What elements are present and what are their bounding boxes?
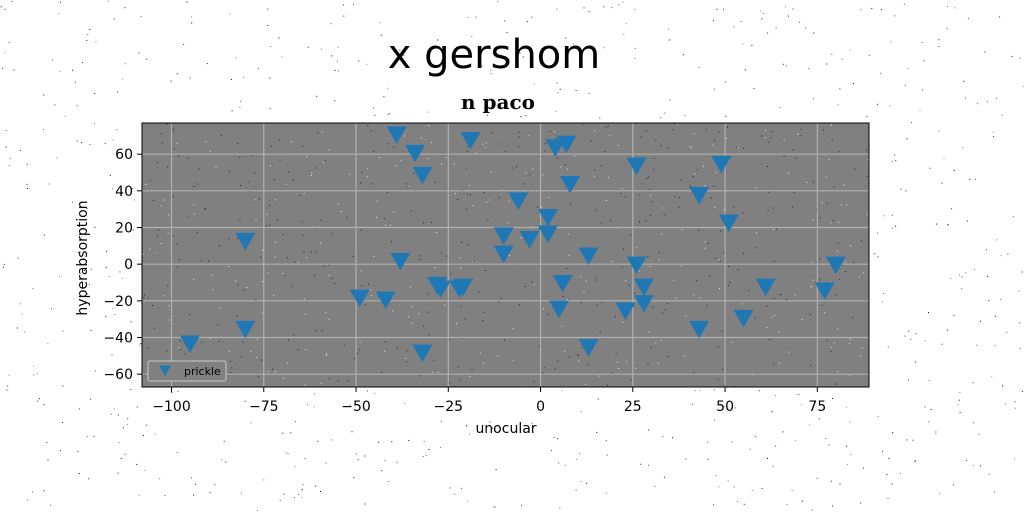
data-point xyxy=(556,135,577,154)
data-point xyxy=(545,139,566,157)
x-tick-label: −25 xyxy=(434,399,464,415)
data-point xyxy=(718,214,739,232)
data-point xyxy=(755,278,776,297)
data-point xyxy=(493,227,514,245)
y-axis-ticks: −60 −40 −20 0 20 40 60 xyxy=(103,147,142,383)
data-points xyxy=(179,126,846,363)
grid-lines xyxy=(142,123,869,387)
data-point xyxy=(235,320,256,339)
data-point xyxy=(537,225,558,243)
x-tick-label: 75 xyxy=(808,399,826,415)
data-point xyxy=(508,192,529,210)
data-point xyxy=(814,282,835,300)
data-point xyxy=(549,300,570,319)
x-tick-label: 25 xyxy=(624,399,642,415)
data-point xyxy=(626,157,647,176)
data-point xyxy=(412,344,433,363)
legend-marker-triangle-icon xyxy=(159,365,171,376)
data-point xyxy=(825,256,846,275)
data-point xyxy=(633,278,654,297)
plot-frame xyxy=(141,122,870,388)
data-point xyxy=(560,176,581,194)
y-tick-label: 0 xyxy=(124,257,133,273)
data-point xyxy=(578,339,599,357)
data-point xyxy=(552,275,573,293)
x-tick-label: −75 xyxy=(249,399,279,415)
chart-title: n paco xyxy=(461,90,535,114)
figure-suptitle: x gershom xyxy=(388,32,600,78)
data-point xyxy=(390,253,411,271)
x-tick-label: −50 xyxy=(341,399,371,415)
data-point xyxy=(626,256,647,275)
data-point xyxy=(386,126,407,144)
legend-entry-label: prickle xyxy=(184,365,221,378)
data-point xyxy=(689,187,710,205)
data-point xyxy=(615,302,636,320)
x-axis-ticks: −100 −75 −50 −25 0 25 50 75 xyxy=(152,387,826,415)
y-tick-label: −20 xyxy=(103,294,133,310)
data-point xyxy=(349,289,370,308)
y-tick-label: −40 xyxy=(103,331,133,347)
data-point xyxy=(578,247,599,265)
data-point xyxy=(633,295,654,313)
data-point xyxy=(375,291,396,309)
data-point xyxy=(493,245,514,264)
data-point xyxy=(733,309,754,328)
data-point xyxy=(430,280,451,298)
data-point xyxy=(453,278,474,297)
data-point xyxy=(460,132,481,150)
x-tick-label: 50 xyxy=(716,399,734,415)
data-point xyxy=(405,144,426,163)
legend: prickle xyxy=(147,360,227,382)
y-axis-label: hyperabsorption xyxy=(75,200,91,315)
data-point xyxy=(711,155,732,174)
y-tick-label: −60 xyxy=(103,367,133,383)
data-point xyxy=(235,232,256,251)
x-tick-label: 0 xyxy=(536,399,545,415)
x-tick-label: −100 xyxy=(152,399,190,415)
y-tick-label: 20 xyxy=(115,221,133,237)
y-tick-label: 60 xyxy=(115,147,133,163)
x-axis-label: unocular xyxy=(475,421,536,437)
data-point xyxy=(689,320,710,339)
data-point xyxy=(537,209,558,227)
data-point xyxy=(179,335,200,353)
data-point xyxy=(519,231,540,249)
data-point xyxy=(412,166,433,185)
y-tick-label: 40 xyxy=(115,184,133,200)
